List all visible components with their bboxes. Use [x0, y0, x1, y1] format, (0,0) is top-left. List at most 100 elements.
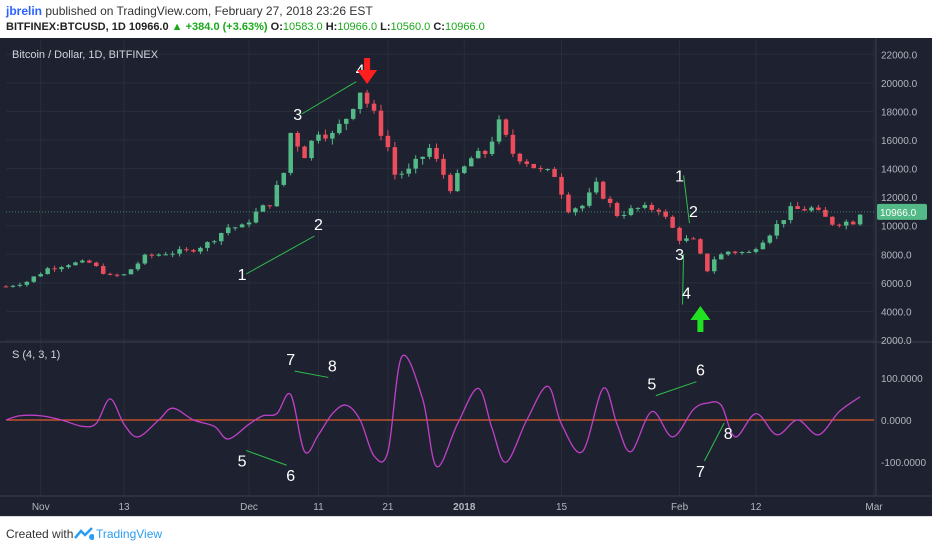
open-label: O:	[270, 21, 283, 33]
tradingview-brand[interactable]: TradingView	[96, 527, 163, 541]
last-price-badge	[877, 203, 927, 220]
oscillator-tick-label: -100.0000	[881, 458, 926, 469]
candle-body	[503, 119, 509, 135]
oscillator-tick-label: 0.0000	[881, 416, 912, 427]
price-pane-title: Bitcoin / Dollar, 1D, BITFINEX	[12, 49, 159, 61]
candle-body	[295, 132, 300, 147]
candle-body	[330, 132, 335, 139]
candle-body	[343, 118, 349, 124]
time-tick-label: 12	[750, 502, 762, 513]
candle-body	[274, 184, 280, 207]
oscillator-pane[interactable]: S (4, 3, 1) 5 6 7 8 5 6 7 8	[5, 349, 874, 485]
candle-body	[816, 207, 821, 210]
candle-body	[73, 262, 78, 266]
candle-body	[378, 110, 384, 136]
candle-body	[385, 135, 391, 148]
price-tick-label: 16000.0	[881, 136, 918, 147]
candle-body	[31, 276, 37, 282]
candle-body	[649, 204, 655, 210]
candle-body	[52, 268, 57, 270]
candle-body	[732, 251, 738, 253]
candle-body	[635, 207, 641, 209]
wave-label: 8	[328, 358, 337, 375]
candle-body	[482, 150, 488, 155]
wave-label: 1	[238, 267, 247, 284]
chart-svg[interactable]: Bitcoin / Dollar, 1D, BITFINEX12341234 S…	[0, 38, 932, 516]
candle-body	[781, 220, 786, 225]
candle-body	[212, 241, 217, 243]
symbol-label: BITFINEX:BTCUSD, 1D	[6, 21, 126, 33]
candle-body	[80, 260, 85, 263]
candle-body	[156, 254, 162, 256]
chart-area[interactable]: Bitcoin / Dollar, 1D, BITFINEX12341234 S…	[0, 38, 932, 516]
candle-body	[38, 274, 43, 277]
close-label: C:	[433, 21, 445, 33]
candle-body	[837, 224, 842, 226]
candle-body	[462, 166, 467, 174]
candle-body	[559, 176, 564, 195]
candle-body	[774, 224, 780, 236]
candle-body	[538, 168, 543, 170]
open-value: 10583.0	[282, 21, 323, 33]
time-tick-label: Feb	[671, 502, 689, 513]
candle-body	[857, 214, 863, 225]
candle-body	[698, 239, 703, 254]
candle-body	[746, 251, 752, 253]
tradingview-logo-icon	[74, 527, 94, 540]
candle-body	[531, 163, 537, 169]
annotation-line	[655, 381, 697, 397]
wave-label: 6	[696, 363, 705, 380]
candle-body	[163, 254, 168, 256]
candle-body	[392, 147, 398, 175]
author-name[interactable]: jbrelin	[6, 4, 43, 18]
candle-body	[267, 205, 273, 207]
candle-body	[316, 134, 321, 141]
time-tick-label: 11	[313, 502, 324, 513]
candle-body	[246, 222, 252, 225]
candle-body	[59, 267, 64, 270]
candle-body	[350, 108, 356, 119]
candle-body	[232, 227, 238, 229]
candle-body	[281, 172, 287, 185]
candle-body	[441, 158, 446, 175]
candle-body	[309, 140, 314, 159]
annotation-line	[683, 175, 690, 224]
time-tick-label: Nov	[32, 502, 50, 513]
candle-body	[3, 286, 9, 288]
candle-body	[406, 168, 412, 174]
candle-body	[830, 216, 835, 225]
candle-body	[191, 250, 196, 252]
candle-body	[677, 227, 682, 241]
candle-body	[552, 169, 557, 177]
candle-body	[607, 198, 613, 203]
candle-body	[253, 211, 259, 223]
candle-body	[177, 249, 182, 254]
low-label: L:	[380, 21, 391, 33]
candle-body	[100, 266, 106, 274]
candle-body	[684, 238, 689, 241]
high-value: 10966.0	[337, 21, 378, 33]
candle-body	[302, 146, 307, 159]
annotation-line	[682, 253, 685, 305]
footer: Created with TradingView	[0, 516, 932, 551]
wave-label: 3	[675, 247, 684, 264]
price-tick-label: 18000.0	[881, 107, 918, 118]
ohlc-bar: BITFINEX:BTCUSD, 1D 10966.0 ▲ +384.0 (+3…	[6, 21, 485, 33]
annotation-line	[245, 449, 287, 466]
candle-body	[420, 156, 425, 159]
chart-header: jbrelin published on TradingView.com, Fe…	[0, 0, 932, 38]
candle-body	[614, 202, 620, 216]
axes: 22000.020000.018000.016000.014000.012000…	[0, 38, 932, 513]
candle-body	[850, 221, 856, 225]
candle-body	[580, 205, 585, 209]
price-pane[interactable]: Bitcoin / Dollar, 1D, BITFINEX12341234	[3, 49, 874, 332]
price-tick-label: 14000.0	[881, 165, 918, 176]
time-tick-label: Dec	[240, 502, 258, 513]
candle-body	[573, 208, 578, 213]
candle-body	[712, 259, 717, 272]
price-tick-label: 6000.0	[881, 279, 912, 290]
close-value: 10966.0	[444, 21, 485, 33]
candle-body	[587, 192, 592, 206]
price-tick-label: 22000.0	[881, 50, 918, 61]
candle-body	[691, 238, 696, 240]
